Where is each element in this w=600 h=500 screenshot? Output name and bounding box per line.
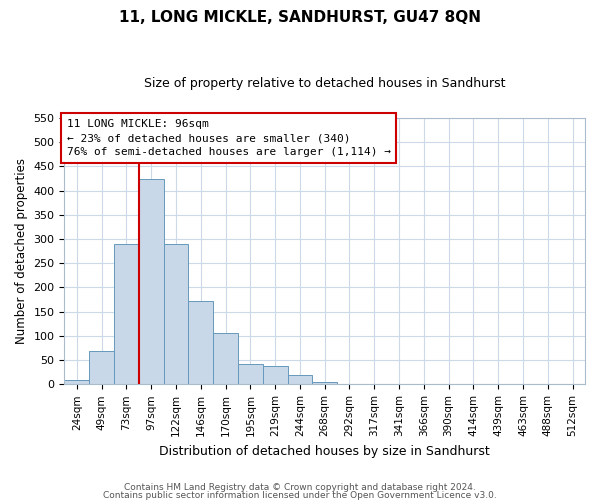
- Bar: [287, 375, 313, 384]
- Text: 11 LONG MICKLE: 96sqm
← 23% of detached houses are smaller (340)
76% of semi-det: 11 LONG MICKLE: 96sqm ← 23% of detached …: [67, 119, 391, 157]
- Y-axis label: Number of detached properties: Number of detached properties: [15, 158, 28, 344]
- Text: Contains public sector information licensed under the Open Government Licence v3: Contains public sector information licen…: [103, 490, 497, 500]
- Bar: [313, 382, 337, 384]
- Bar: [188, 301, 213, 384]
- Bar: [238, 364, 263, 384]
- Bar: [139, 178, 164, 384]
- Bar: [263, 366, 287, 384]
- Text: Contains HM Land Registry data © Crown copyright and database right 2024.: Contains HM Land Registry data © Crown c…: [124, 484, 476, 492]
- Bar: [64, 380, 89, 384]
- Bar: [114, 244, 139, 384]
- Bar: [213, 334, 238, 384]
- Bar: [164, 244, 188, 384]
- Title: Size of property relative to detached houses in Sandhurst: Size of property relative to detached ho…: [144, 78, 505, 90]
- Bar: [89, 352, 114, 384]
- Text: 11, LONG MICKLE, SANDHURST, GU47 8QN: 11, LONG MICKLE, SANDHURST, GU47 8QN: [119, 10, 481, 25]
- X-axis label: Distribution of detached houses by size in Sandhurst: Distribution of detached houses by size …: [160, 444, 490, 458]
